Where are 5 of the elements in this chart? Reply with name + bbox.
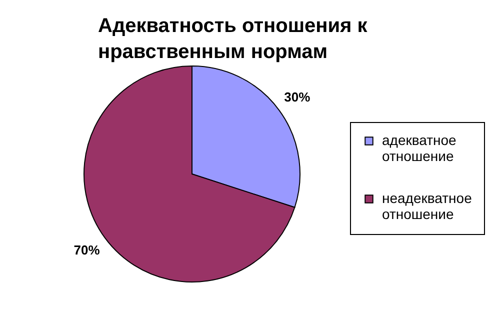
chart-title: Адекватность отношения к нравственным нормам xyxy=(98,15,368,63)
legend-label: адекватное отношение xyxy=(382,132,457,164)
legend-label: неадекватное отношение xyxy=(382,190,472,222)
data-label: 30% xyxy=(284,90,311,105)
data-label: 70% xyxy=(74,242,100,258)
